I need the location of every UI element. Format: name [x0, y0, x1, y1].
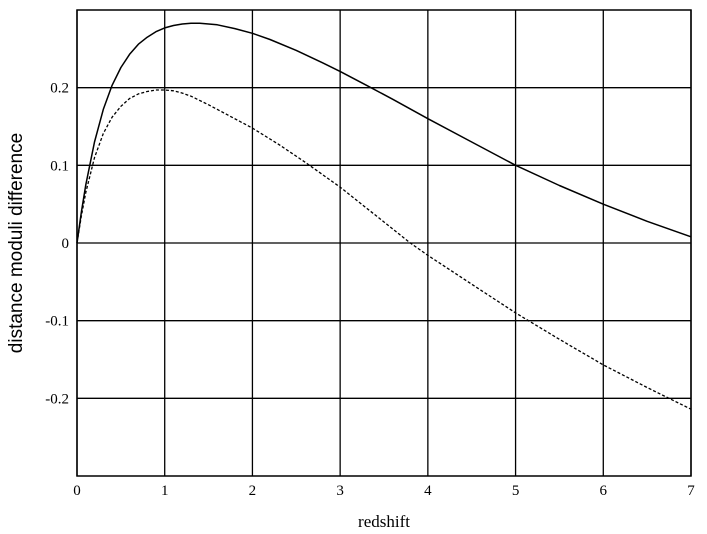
y-tick-label: 0.1: [50, 158, 69, 174]
y-axis-label: distance moduli difference: [6, 133, 27, 353]
series-layer: [76, 22, 692, 410]
x-axis-label: redshift: [358, 512, 410, 531]
y-tick-labels: 0.2 0.1 0 -0.1 -0.2: [45, 81, 69, 408]
x-tick-label: 0: [73, 483, 81, 499]
grid-lines: [76, 10, 692, 476]
series-line-solid: [76, 22, 692, 244]
x-tick-label: 5: [512, 483, 520, 499]
x-tick-label: 2: [249, 483, 257, 499]
y-tick-label: -0.2: [45, 391, 69, 407]
x-tick-labels: 0 1 2 3 4 5 6 7: [73, 483, 695, 499]
y-tick-label: 0.2: [50, 81, 69, 97]
plot-frame: [76, 9, 692, 477]
x-tick-label: 7: [687, 483, 695, 499]
x-tick-label: 3: [336, 483, 344, 499]
y-tick-label: -0.1: [45, 314, 69, 330]
y-tick-label: 0: [62, 236, 70, 252]
x-tick-label: 6: [600, 483, 608, 499]
series-line-dashed: [76, 89, 692, 410]
x-tick-label: 1: [161, 483, 169, 499]
x-tick-label: 4: [424, 483, 432, 499]
